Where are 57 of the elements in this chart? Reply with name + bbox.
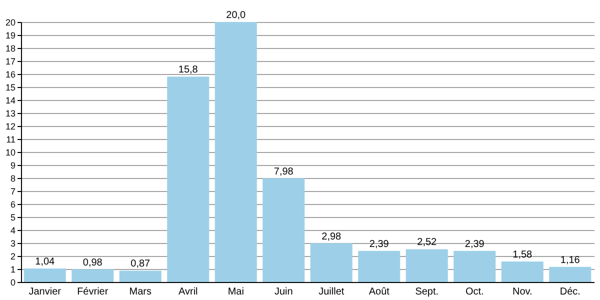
- x-tick-label: Oct.: [465, 286, 484, 298]
- y-tick-label: 10: [5, 148, 16, 158]
- bar: [214, 22, 257, 282]
- data-label: 0,87: [130, 258, 151, 270]
- bar: [358, 250, 400, 282]
- x-tick-label: Mars: [129, 286, 152, 298]
- y-tick-label: 16: [5, 70, 16, 80]
- x-tick-label: Février: [77, 286, 109, 298]
- data-label: 0,98: [82, 257, 103, 268]
- y-tick-label: 5: [10, 212, 16, 222]
- y-tick-label: 17: [5, 56, 16, 66]
- y-tick-label: 18: [5, 44, 16, 54]
- y-tick-label: 13: [5, 108, 16, 118]
- bar: [406, 249, 448, 282]
- y-tick-label: 7: [10, 186, 16, 196]
- y-tick-label: 1: [10, 264, 16, 274]
- y-tick-label: 3: [10, 238, 16, 248]
- bar: [549, 266, 592, 282]
- data-label: 20,0: [226, 10, 246, 21]
- data-label: 1,58: [512, 249, 533, 260]
- x-tick-label: Déc.: [560, 286, 580, 298]
- y-tick-label: 2: [10, 252, 16, 262]
- data-label: 2,39: [464, 238, 485, 250]
- data-label: 1,04: [35, 256, 56, 268]
- x-tick-label: Nov.: [512, 286, 532, 298]
- bar: [24, 268, 66, 282]
- y-tick-label: 6: [10, 200, 16, 210]
- bar: [167, 76, 210, 282]
- y-tick-label: 11: [6, 134, 16, 144]
- y-tick-label: 12: [5, 122, 16, 132]
- data-label: 2,39: [369, 238, 390, 250]
- bar: [262, 178, 305, 282]
- x-tick-label: Avril: [178, 286, 198, 298]
- y-tick-label: 8: [10, 174, 16, 184]
- y-tick-label: 20: [5, 18, 16, 28]
- y-tick-label: 15: [5, 82, 16, 92]
- bar: [72, 269, 114, 282]
- data-label: 2,98: [322, 231, 342, 242]
- x-tick-label: Janvier: [28, 286, 62, 298]
- x-tick-label: Juin: [274, 286, 293, 298]
- x-tick-label: Juillet: [318, 286, 344, 298]
- data-label: 1,16: [560, 254, 580, 266]
- data-label: 15,8: [178, 64, 198, 76]
- y-tick-label: 19: [5, 30, 16, 40]
- bar: [310, 243, 352, 282]
- bar: [119, 270, 162, 282]
- y-tick-label: 4: [10, 226, 16, 236]
- y-tick-label: 0: [10, 278, 16, 288]
- x-tick-label: Mai: [228, 286, 244, 298]
- y-tick-label: 14: [5, 96, 16, 106]
- bar: [454, 250, 496, 282]
- y-tick-label: 9: [10, 160, 16, 170]
- bar: [501, 261, 544, 282]
- data-label: 7,98: [274, 166, 294, 178]
- x-tick-label: Août: [368, 286, 390, 298]
- x-tick-label: Sept.: [415, 286, 439, 298]
- data-label: 2,52: [417, 237, 438, 248]
